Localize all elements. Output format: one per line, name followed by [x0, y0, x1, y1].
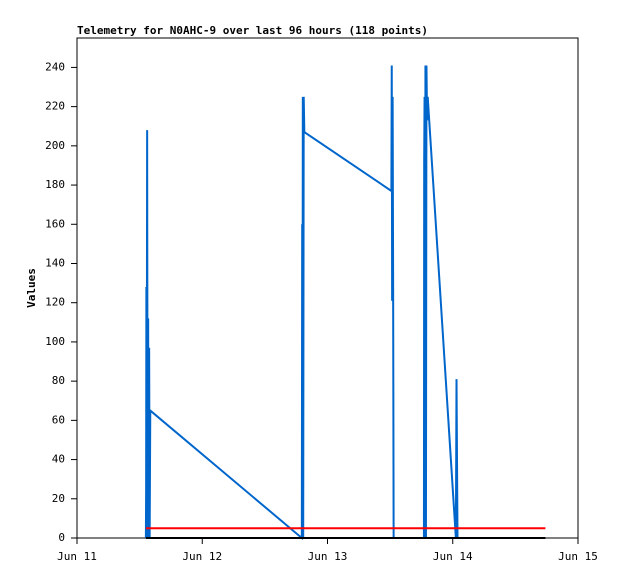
x-tick-label: Jun 15 [558, 550, 598, 563]
y-tick-label: 60 [52, 413, 65, 426]
y-tick-label: 80 [52, 374, 65, 387]
y-tick-label: 220 [45, 100, 65, 113]
y-tick-label: 140 [45, 256, 65, 269]
y-tick-label: 240 [45, 60, 65, 73]
y-tick-label: 200 [45, 139, 65, 152]
y-tick-label: 180 [45, 178, 65, 191]
y-tick-label: 40 [52, 453, 65, 466]
chart-title: Telemetry for N0AHC-9 over last 96 hours… [77, 24, 428, 37]
x-tick-label: Jun 11 [57, 550, 97, 563]
series-line [144, 65, 459, 541]
plot-frame [76, 37, 579, 539]
x-tick-label: Jun 13 [308, 550, 348, 563]
y-tick-label: 0 [58, 531, 65, 544]
y-axis-label: Values [25, 268, 38, 308]
y-tick-label: 100 [45, 335, 65, 348]
y-tick-label: 160 [45, 217, 65, 230]
y-tick-label: 20 [52, 492, 65, 505]
x-tick-label: Jun 14 [433, 550, 473, 563]
x-tick-label: Jun 12 [182, 550, 222, 563]
y-tick-label: 120 [45, 296, 65, 309]
